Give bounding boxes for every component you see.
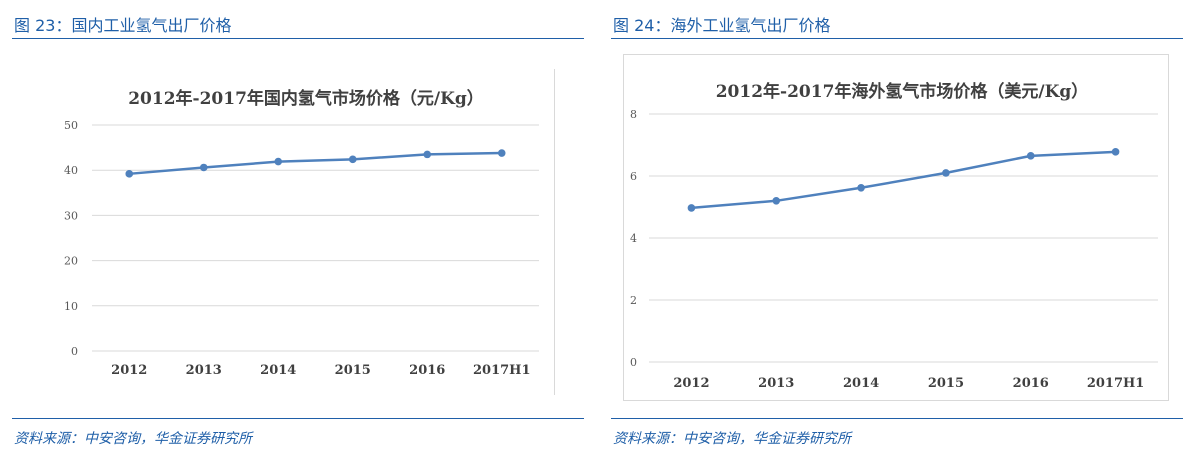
right-data-point xyxy=(857,183,865,192)
left-x-tick-label: 2014 xyxy=(260,363,296,378)
right-y-tick-label: 0 xyxy=(630,356,637,369)
right-y-tick-label: 6 xyxy=(630,170,637,183)
right-data-point xyxy=(942,169,950,177)
left-x-tick-label: 2013 xyxy=(186,363,222,378)
right-y-tick-label: 2 xyxy=(630,294,637,307)
right-y-tick-label: 8 xyxy=(630,108,637,121)
left-bottom-rule xyxy=(12,418,584,419)
right-x-tick-label: 2016 xyxy=(1013,376,1049,391)
left-x-tick-label: 2012 xyxy=(111,363,147,378)
left-source-note: 资料来源：中安咨询，华金证券研究所 xyxy=(14,431,252,447)
right-chart-title: 2012年-2017年海外氢气市场价格（美元/Kg） xyxy=(716,81,1089,102)
left-y-tick-label: 40 xyxy=(64,164,78,177)
right-figure-panel: 图 24：海外工业氢气出厂价格 2012年-2017年海外氢气市场价格（美元/K… xyxy=(611,0,1183,461)
left-chart-title: 2012年-2017年国内氢气市场价格（元/Kg） xyxy=(128,88,484,109)
left-series-line xyxy=(129,151,502,176)
left-y-tick-label: 30 xyxy=(64,209,78,222)
right-x-tick-label: 2012 xyxy=(673,376,709,391)
left-top-rule xyxy=(12,38,584,39)
right-x-tick-label: 2013 xyxy=(758,376,794,391)
right-chart-area xyxy=(623,54,1169,401)
right-data-point xyxy=(1026,152,1035,160)
right-line-chart: 2012年-2017年海外氢气市场价格（美元/Kg） 0 2 4 6 8 2012 2013… xyxy=(630,81,1158,391)
left-line-chart: 2012年-2017年国内氢气市场价格（元/Kg） 0 10 20 30 40 50 201… xyxy=(64,88,539,378)
left-data-point xyxy=(199,163,208,172)
left-x-tick-label: 2017H1 xyxy=(473,363,531,378)
left-y-tick-label: 0 xyxy=(71,345,78,358)
right-x-tick-label: 2014 xyxy=(843,376,879,391)
left-chart-area xyxy=(24,69,555,395)
right-figure-title: 图 24：海外工业氢气出厂价格 xyxy=(613,16,831,35)
left-data-point xyxy=(497,149,506,157)
right-data-point xyxy=(772,197,781,205)
right-series-line xyxy=(691,150,1116,210)
left-figure-panel: 图 23：国内工业氢气出厂价格 2012年-2017年国内氢气市场价格（元/Kg… xyxy=(12,0,584,461)
left-y-tick-label: 10 xyxy=(64,300,78,313)
right-y-tick-label: 4 xyxy=(630,232,637,245)
right-x-tick-label: 2017H1 xyxy=(1087,376,1145,391)
right-top-rule xyxy=(611,38,1183,39)
right-data-point xyxy=(687,204,696,212)
right-x-tick-label: 2015 xyxy=(928,376,964,391)
left-data-point xyxy=(125,170,134,178)
left-data-point xyxy=(274,157,283,166)
left-figure-title: 图 23：国内工业氢气出厂价格 xyxy=(14,16,232,35)
left-x-tick-label: 2016 xyxy=(409,363,445,378)
right-source-note: 资料来源：中安咨询，华金证券研究所 xyxy=(613,431,851,447)
left-y-tick-label: 50 xyxy=(64,119,78,132)
left-x-tick-label: 2015 xyxy=(335,363,371,378)
left-data-point xyxy=(423,150,432,159)
left-y-tick-label: 20 xyxy=(64,255,78,268)
left-data-point xyxy=(348,155,357,164)
right-bottom-rule xyxy=(611,418,1183,419)
right-data-point xyxy=(1111,148,1120,156)
